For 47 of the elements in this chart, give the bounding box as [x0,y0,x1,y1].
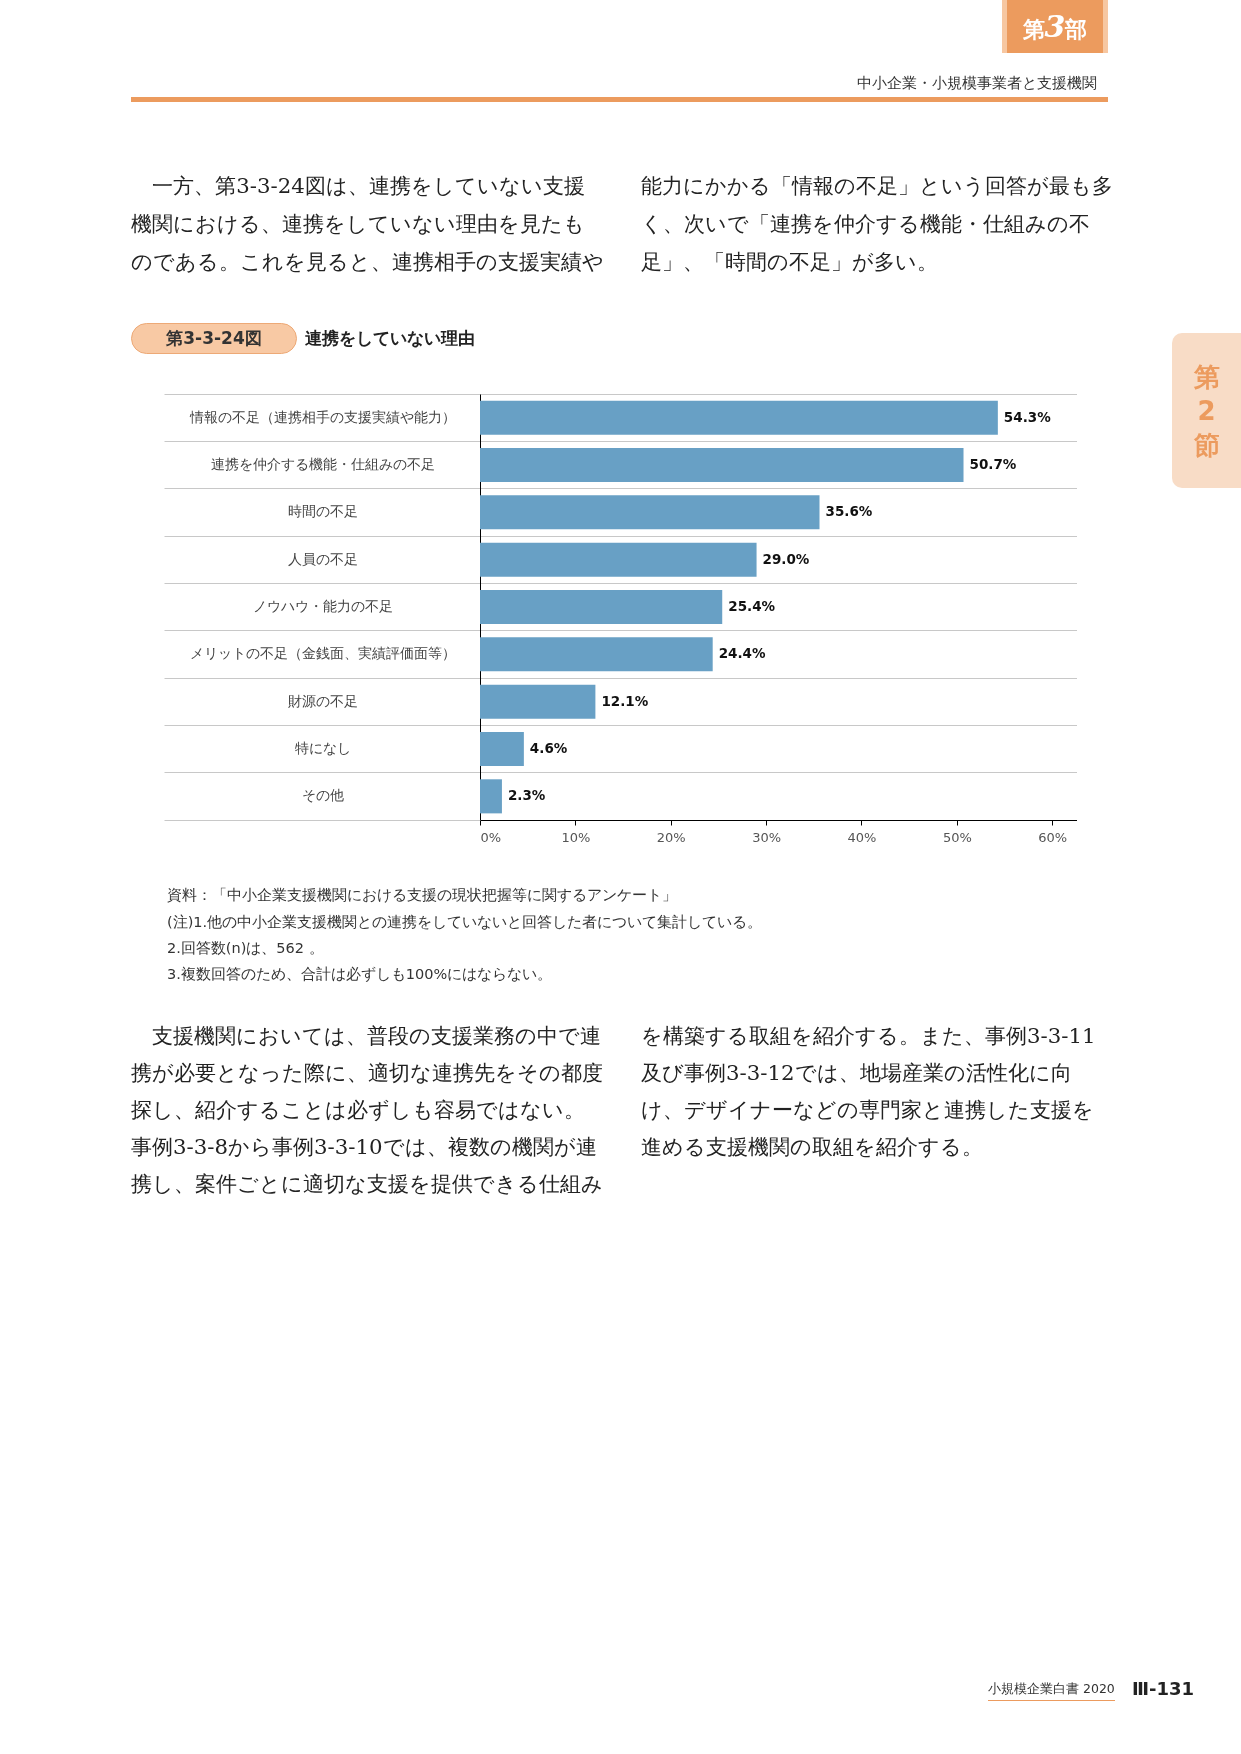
x-tick-label: 30% [752,829,782,845]
bar [480,542,757,577]
x-tick-label: 10% [561,829,591,845]
x-tick-label: 60% [1038,829,1068,845]
y-tick-label: 特になし [294,740,351,756]
text: 資料：「中小企業支援機関における支援の現状把握等に関するアンケート」 [167,886,677,905]
text: 第3部 [1022,9,1088,44]
text: 第3-3-24図 [131,323,297,354]
y-tick-label: 連携を仲介する機能・仕組みの不足 [210,456,435,472]
data-label: 4.6% [529,740,568,756]
data-label: 12.1% [601,692,649,709]
y-tick-label: その他 [301,787,344,804]
bar [480,637,713,672]
bar [480,589,723,625]
text: 中小企業・小規模事業者と支援機関 [857,74,1097,93]
data-label: 2.3% [507,787,546,804]
y-tick-label: 時間の不足 [287,503,358,520]
bar [480,779,502,814]
data-label: 25.4% [728,598,776,614]
text: 小規模企業白書 2020 [988,1681,1115,1701]
text: 一方、第3-3-24図は、連携をしていない支援機関における、連携をしていない理由を見たものである。これを見ると、連携相手の支援実績や能力にかかる「情報の不足」という回答が最も多く、次いで「連携を仲介する機能・仕組みの不足」、「時間の不足」が多い。 [131,173,1113,274]
text: 2.回答数(n)は、562 。 [167,939,324,958]
y-tick-label: 財源の不足 [287,692,358,709]
x-tick-label: 20% [656,829,686,845]
data-label: 35.6% [825,503,873,520]
y-tick-label: メリットの不足（金銭面、実績評価面等） [189,645,456,662]
x-tick-label: 40% [847,829,877,845]
chart-title: 連携をしていない理由 [305,327,475,350]
x-tick-label: 50% [942,829,972,845]
bar [480,447,964,483]
text: 3.複数回答のため、合計は必ずしも100%にはならない。 [167,965,553,984]
bar [480,400,998,435]
y-tick-label: ノウハウ・能力の不足 [252,598,393,614]
data-label: 50.7% [969,456,1017,472]
data-label: 54.3% [1003,408,1052,425]
data-label: 29.0% [762,550,810,567]
bar [480,731,524,767]
text: 支援機関においては、普段の支援業務の中で連携が必要となった際に、適切な連携先をその都度探し、紹介することは必ずしも容易ではない。事例3-3-8から事例3-3-10では、複数の機関が連携し、案件ごとに適切な支援を提供できる仕組みを構築する取組を紹介する。また、事例3-3-11及び事例3-3-12では、地場産業の活性化に向け、デザイナーなどの専門家と連携した支援を進める支援機関の取組を紹介する。 [131,1023,1096,1196]
y-tick-label: 情報の不足（連携相手の支援実績や能力） [188,408,456,425]
bar [480,684,596,719]
bar [480,495,820,530]
data-label: 24.4% [718,645,766,662]
text: Ⅲ-131 [1132,1678,1195,1699]
x-tick-label: 0% [480,829,502,845]
text: 第2節 [1192,361,1221,462]
y-tick-label: 人員の不足 [287,550,358,567]
text: (注)1.他の中小企業支援機関との連携をしていないと回答した者について集計している。 [167,913,763,932]
